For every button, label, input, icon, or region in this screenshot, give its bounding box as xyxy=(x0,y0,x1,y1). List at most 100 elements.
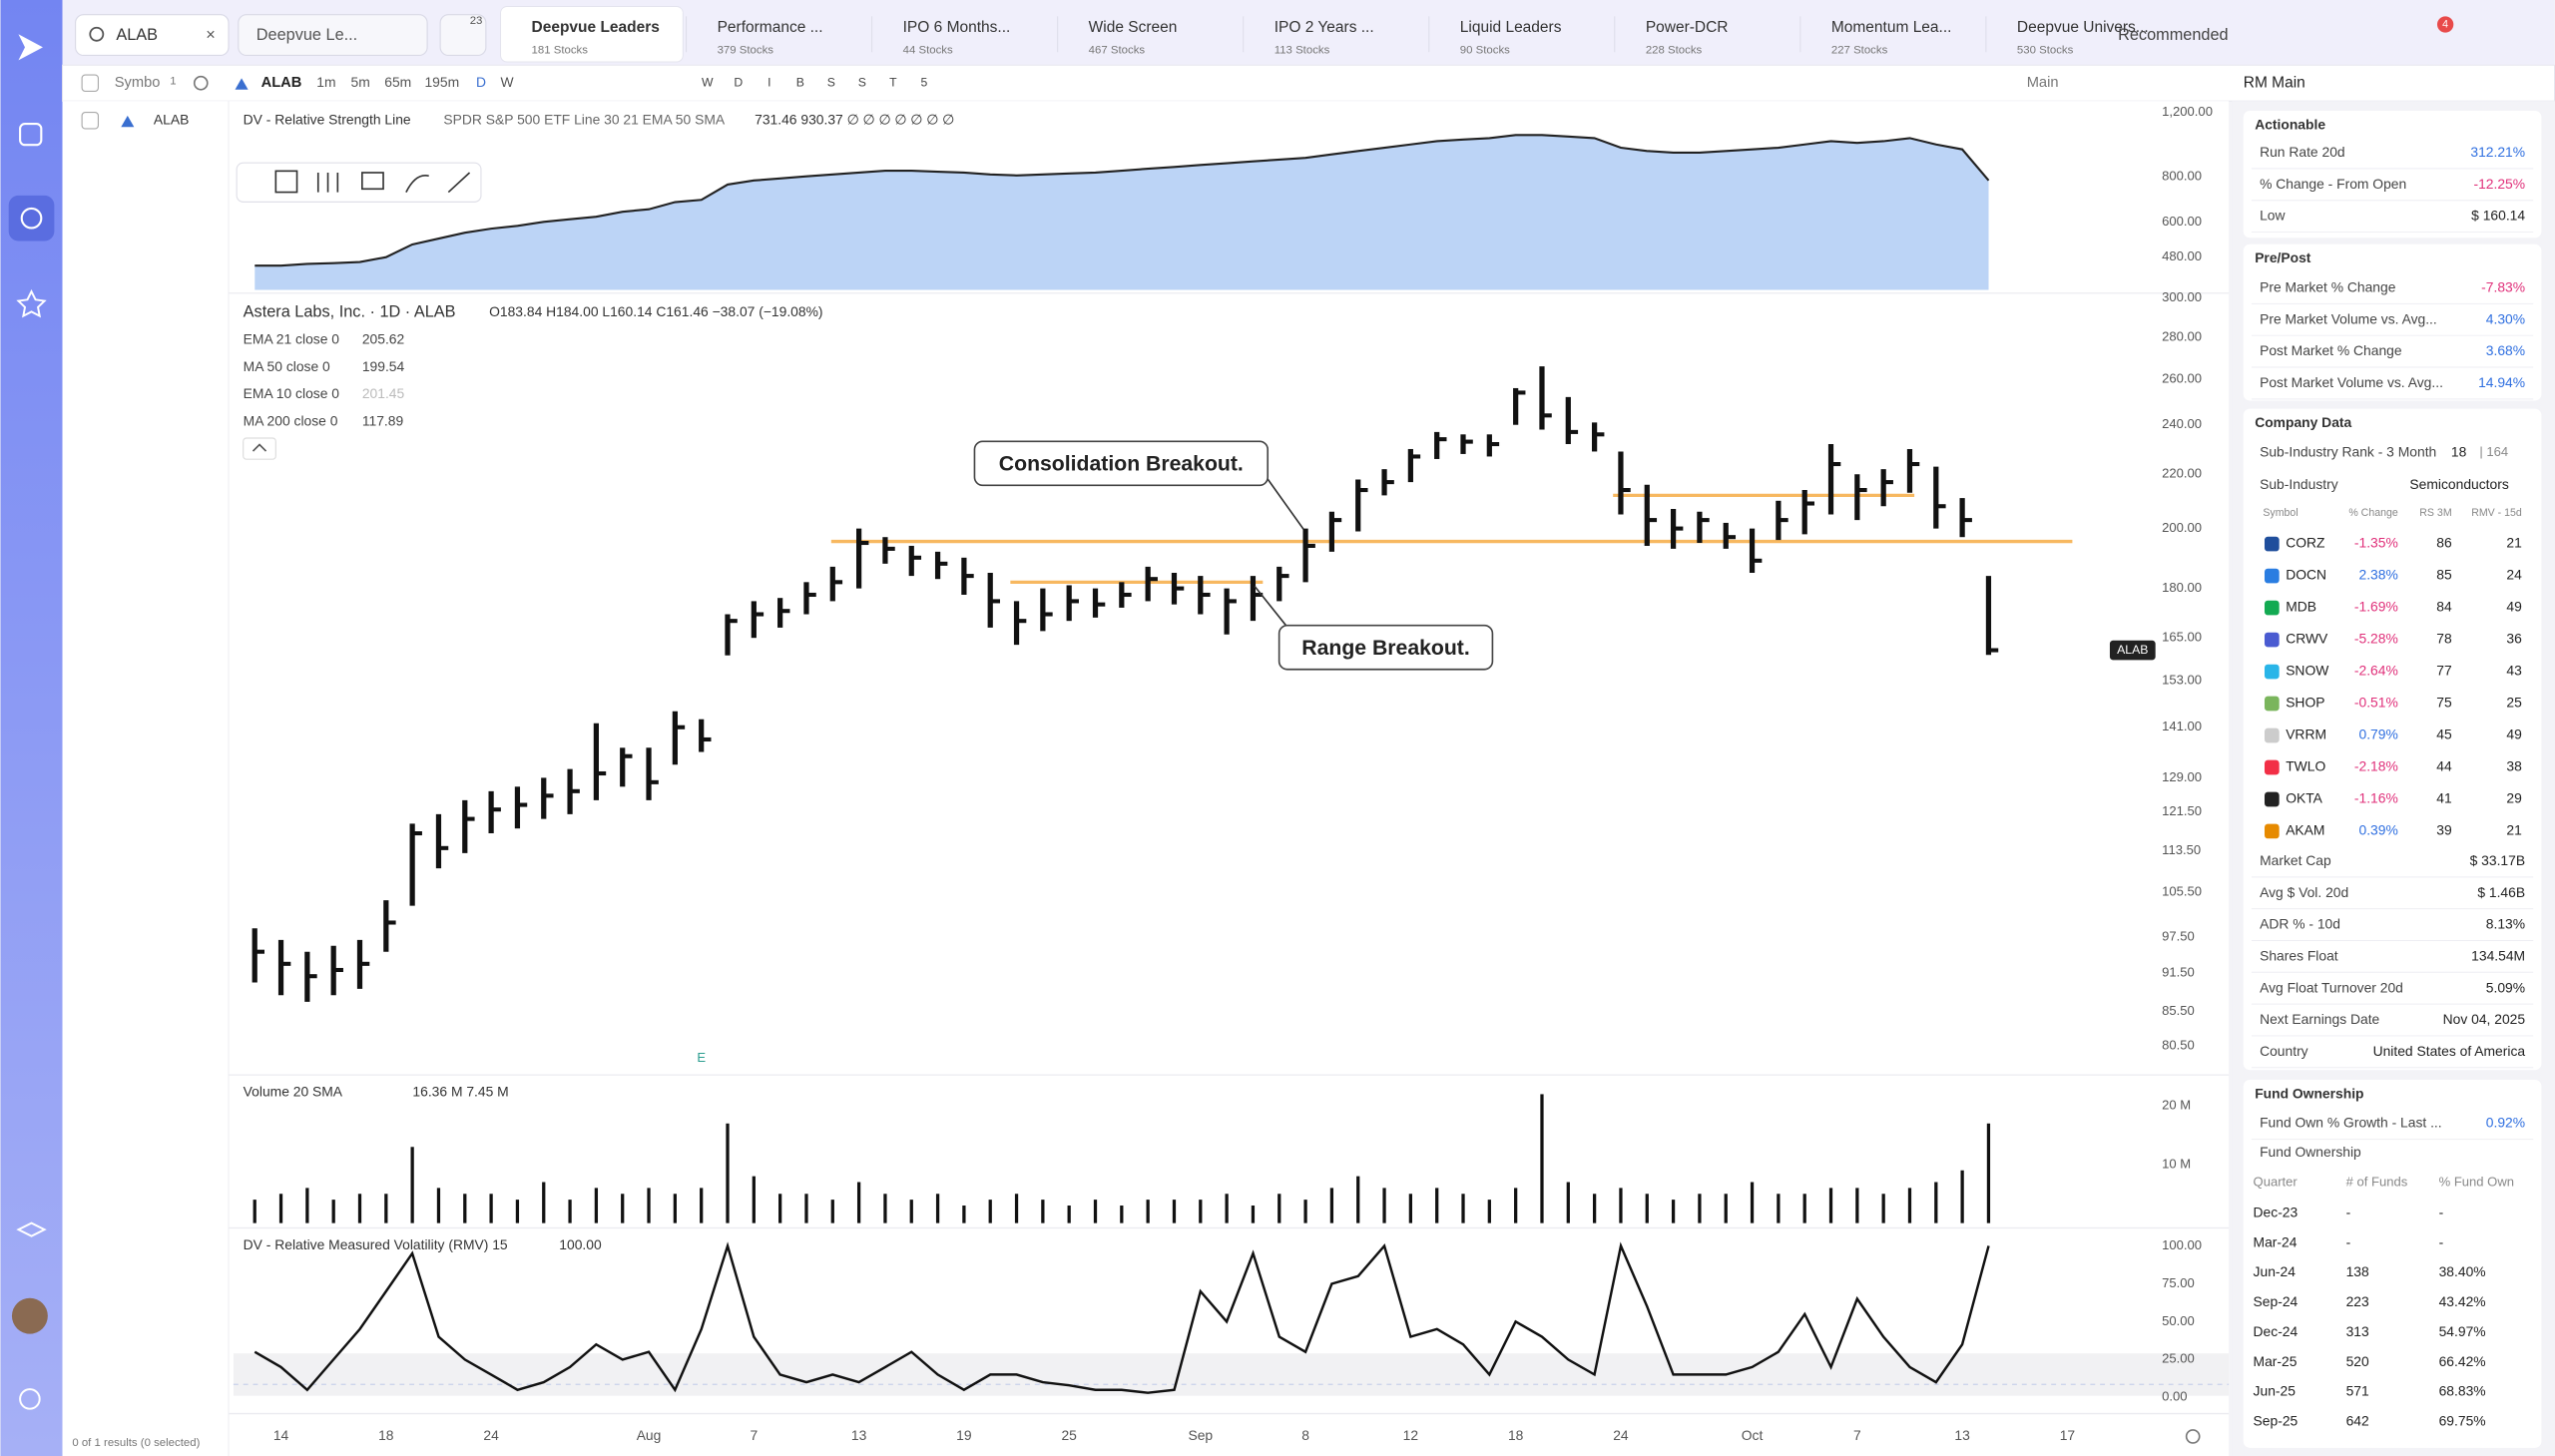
chart-area xyxy=(62,101,2230,1456)
period-button[interactable]: T xyxy=(889,75,897,89)
row-label: Avg $ Vol. 20d xyxy=(2260,884,2348,900)
table-cell: 68.83% xyxy=(2439,1383,2486,1399)
y-tick-label: 10 M xyxy=(2162,1156,2191,1171)
peer-symbol[interactable]: DOCN xyxy=(2286,567,2326,583)
interval-button[interactable]: 1m xyxy=(316,74,335,90)
checkbox[interactable] xyxy=(81,74,100,92)
draw-tool[interactable] xyxy=(361,172,384,191)
row-value: 0.92% xyxy=(2486,1115,2525,1131)
period-button[interactable]: W xyxy=(702,75,714,89)
row-value: 5.09% xyxy=(2486,979,2525,995)
indicator-name: MA 50 close 0 xyxy=(244,358,330,374)
peer-symbol[interactable]: SHOP xyxy=(2286,695,2324,711)
peer-symbol[interactable]: AKAM xyxy=(2286,822,2324,838)
draw-tool[interactable] xyxy=(447,172,471,194)
volume-bar xyxy=(1698,1194,1702,1223)
volume-bar xyxy=(1619,1188,1623,1223)
interval-button[interactable]: 5m xyxy=(351,74,370,90)
peer-value: 39 xyxy=(2436,822,2452,838)
row-label: Sub-Industry Rank - 3 Month xyxy=(2260,443,2436,459)
tab-subtitle: 530 Stocks xyxy=(2017,45,2074,57)
y-tick-label: 1,200.00 xyxy=(2162,104,2213,119)
nav-icon[interactable] xyxy=(16,288,47,318)
settings-icon[interactable] xyxy=(193,75,209,91)
sidebar-title[interactable]: RM Main xyxy=(2244,74,2305,91)
indicator-name: MA 200 close 0 xyxy=(244,413,338,429)
draw-tool[interactable] xyxy=(274,170,298,194)
period-button[interactable]: I xyxy=(767,75,770,89)
clear-icon[interactable]: × xyxy=(206,26,216,44)
tab[interactable] xyxy=(500,6,684,63)
interval-button[interactable]: 65m xyxy=(384,74,411,90)
nav-icon[interactable] xyxy=(19,122,43,147)
volume-bar xyxy=(436,1188,441,1223)
peer-symbol[interactable]: OKTA xyxy=(2286,790,2322,806)
volume-bar xyxy=(305,1188,309,1223)
period-button[interactable]: B xyxy=(796,75,804,89)
y-tick-label: 600.00 xyxy=(2162,214,2202,229)
row-label: Sub-Industry xyxy=(2260,476,2338,492)
volume-bar xyxy=(1199,1200,1203,1223)
peer-symbol[interactable]: SNOW xyxy=(2286,663,2329,679)
checkbox[interactable] xyxy=(81,112,100,130)
peer-symbol[interactable]: CRWV xyxy=(2286,631,2328,647)
peer-symbol[interactable]: CORZ xyxy=(2286,535,2325,551)
layout-select[interactable]: Main xyxy=(2027,75,2059,91)
y-tick-label: 220.00 xyxy=(2162,466,2202,481)
logo[interactable] xyxy=(18,34,43,61)
draw-tool[interactable] xyxy=(316,172,339,193)
peer-symbol[interactable]: MDB xyxy=(2286,599,2316,615)
avatar[interactable] xyxy=(11,1297,48,1334)
table-cell: Dec-23 xyxy=(2254,1204,2299,1219)
section-title: Fund Ownership xyxy=(2255,1085,2363,1101)
list-ticker[interactable]: ALAB xyxy=(154,111,189,127)
ticker-logo xyxy=(235,78,249,90)
nav-icon[interactable] xyxy=(16,1221,47,1237)
period-button[interactable]: S xyxy=(827,75,835,89)
price-badge xyxy=(2109,640,2156,661)
volume-bar xyxy=(1960,1170,1964,1223)
peer-value: 86 xyxy=(2436,535,2452,551)
collapse-button[interactable] xyxy=(243,437,276,460)
interval-button[interactable]: W xyxy=(501,74,515,90)
ticker-logo xyxy=(121,115,135,128)
peer-header: % Change xyxy=(2348,507,2398,519)
axis-settings[interactable] xyxy=(2185,1429,2201,1444)
search-icon xyxy=(89,26,105,42)
peer-symbol[interactable]: VRRM xyxy=(2286,727,2326,742)
period-button[interactable]: D xyxy=(734,75,743,89)
chart-title: Astera Labs, Inc. · 1D · ALAB xyxy=(244,303,456,321)
rmv-band xyxy=(233,1353,2230,1396)
watchlist-select[interactable] xyxy=(238,14,428,57)
y-tick-label: 480.00 xyxy=(2162,248,2202,263)
interval-button[interactable]: D xyxy=(476,74,486,90)
table-cell: 69.75% xyxy=(2439,1413,2486,1429)
volume-bar xyxy=(804,1194,808,1223)
period-button[interactable]: S xyxy=(858,75,866,89)
panel-title: DV - Relative Strength Line xyxy=(244,111,411,127)
tab-title: Power-DCR xyxy=(1646,19,1729,36)
nav-active[interactable] xyxy=(8,195,55,242)
y-tick-label: 280.00 xyxy=(2162,328,2202,343)
filter-button[interactable] xyxy=(439,14,487,57)
peer-value: 44 xyxy=(2436,758,2452,774)
volume-bar xyxy=(253,1200,256,1223)
peer-symbol[interactable]: TWLO xyxy=(2286,758,2325,774)
volume-bar xyxy=(1802,1194,1806,1223)
volume-bar xyxy=(1934,1182,1938,1223)
volume-bar xyxy=(621,1194,625,1223)
volume-bar xyxy=(856,1182,861,1223)
row-value: United States of America xyxy=(2373,1043,2526,1059)
table-header: Quarter xyxy=(2254,1174,2299,1189)
search-box[interactable] xyxy=(75,14,230,57)
period-button[interactable]: 5 xyxy=(920,75,927,89)
panel-title: Volume 20 SMA xyxy=(244,1084,343,1100)
rmv-line xyxy=(254,1241,1990,1394)
row-value[interactable]: Semiconductors xyxy=(2409,476,2508,492)
interval-button[interactable]: 195m xyxy=(424,74,459,90)
volume-bar xyxy=(1724,1194,1728,1223)
sort-select[interactable]: Recommended xyxy=(2118,26,2229,44)
help-icon[interactable] xyxy=(19,1388,41,1410)
price-badge-text: ALAB xyxy=(2117,643,2148,657)
draw-tool[interactable] xyxy=(405,174,429,193)
